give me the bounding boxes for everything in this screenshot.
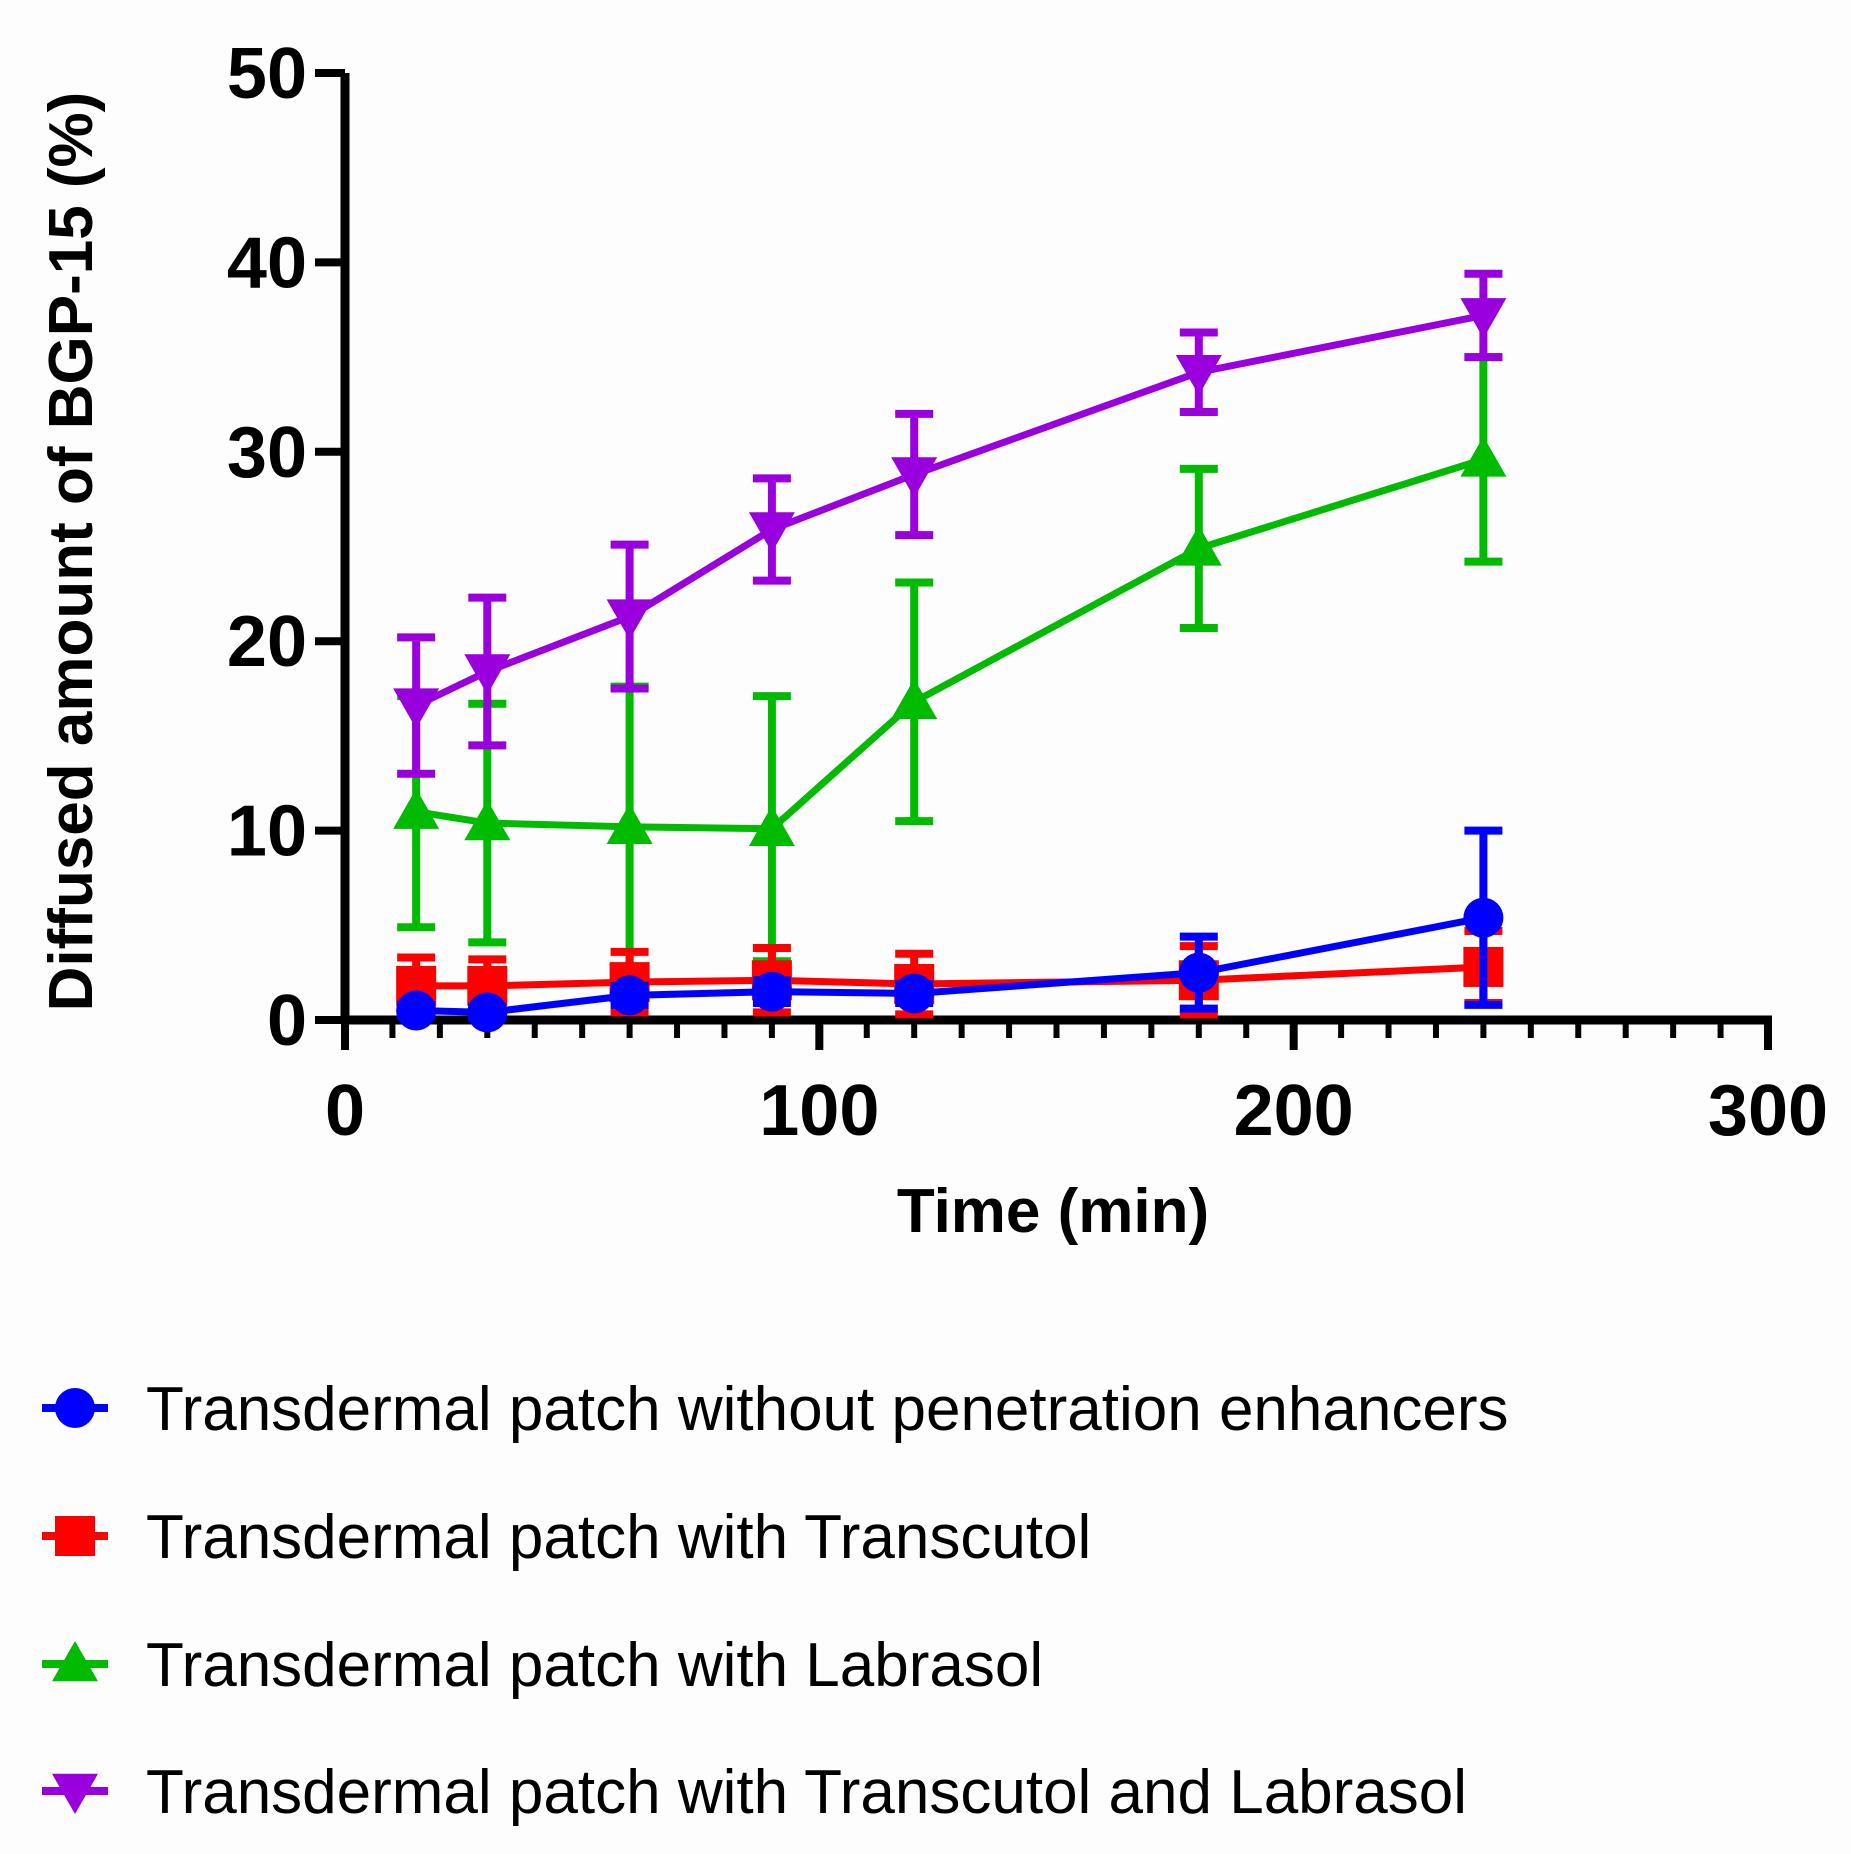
data-point bbox=[1463, 897, 1504, 938]
series-4 bbox=[393, 269, 1507, 778]
data-point bbox=[1178, 952, 1219, 993]
y-axis-title: Diffused amount of BGP-15 (%) bbox=[37, 92, 106, 1012]
axes: 0 10 20 30 40 50 0 100 200 300 bbox=[227, 34, 1828, 1151]
data-point bbox=[748, 512, 795, 553]
data-point bbox=[464, 654, 511, 695]
legend-swatch-marker bbox=[55, 1516, 95, 1556]
data-point bbox=[1460, 436, 1507, 477]
legend-label: Transdermal patch with Transcutol bbox=[146, 1503, 1091, 1572]
y-tick-label: 40 bbox=[227, 223, 307, 303]
x-tick-label: 200 bbox=[1234, 1071, 1354, 1151]
series-line bbox=[415, 456, 1485, 833]
legend-swatch-marker bbox=[55, 1388, 95, 1428]
data-point bbox=[748, 805, 795, 846]
data-point bbox=[1175, 525, 1222, 566]
data-point bbox=[606, 803, 653, 845]
y-tick-label: 0 bbox=[267, 981, 307, 1061]
series-line bbox=[416, 963, 1484, 990]
x-tick-label: 0 bbox=[325, 1071, 365, 1151]
legend-item-3: Transdermal patch with Labrasol bbox=[42, 1631, 1043, 1700]
series-layer bbox=[393, 269, 1507, 1033]
data-point bbox=[894, 973, 935, 1014]
data-point bbox=[751, 971, 792, 1012]
data-point bbox=[393, 788, 440, 829]
legend: Transdermal patch without penetration en… bbox=[42, 1375, 1509, 1827]
x-axis-title: Time (min) bbox=[897, 1177, 1209, 1246]
legend-item-1: Transdermal patch without penetration en… bbox=[42, 1375, 1509, 1444]
data-point bbox=[609, 975, 650, 1016]
y-tick-label: 20 bbox=[227, 602, 307, 682]
data-point bbox=[396, 990, 437, 1031]
data-point bbox=[393, 688, 440, 729]
legend-item-4: Transdermal patch with Transcutol and La… bbox=[42, 1758, 1467, 1827]
legend-label: Transdermal patch with Labrasol bbox=[146, 1631, 1043, 1700]
legend-label: Transdermal patch without penetration en… bbox=[146, 1375, 1509, 1444]
y-tick-label: 10 bbox=[227, 792, 307, 872]
series-line bbox=[416, 914, 1485, 1016]
legend-item-2: Transdermal patch with Transcutol bbox=[42, 1503, 1091, 1572]
legend-label: Transdermal patch with Transcutol and La… bbox=[146, 1758, 1467, 1827]
data-point bbox=[464, 800, 511, 841]
data-point bbox=[467, 992, 508, 1033]
y-tick-label: 30 bbox=[227, 413, 307, 493]
data-point bbox=[891, 457, 938, 498]
series-3 bbox=[393, 353, 1507, 971]
series-1 bbox=[396, 826, 1504, 1033]
data-point bbox=[891, 678, 938, 720]
data-point bbox=[1460, 298, 1507, 339]
legend-swatch-marker bbox=[52, 1773, 98, 1814]
data-point bbox=[1175, 355, 1222, 396]
x-tick-label: 300 bbox=[1708, 1071, 1828, 1151]
x-tick-label: 100 bbox=[759, 1071, 879, 1151]
data-point bbox=[606, 599, 653, 640]
y-tick-label: 50 bbox=[227, 34, 307, 114]
legend-swatch-marker bbox=[52, 1641, 98, 1682]
